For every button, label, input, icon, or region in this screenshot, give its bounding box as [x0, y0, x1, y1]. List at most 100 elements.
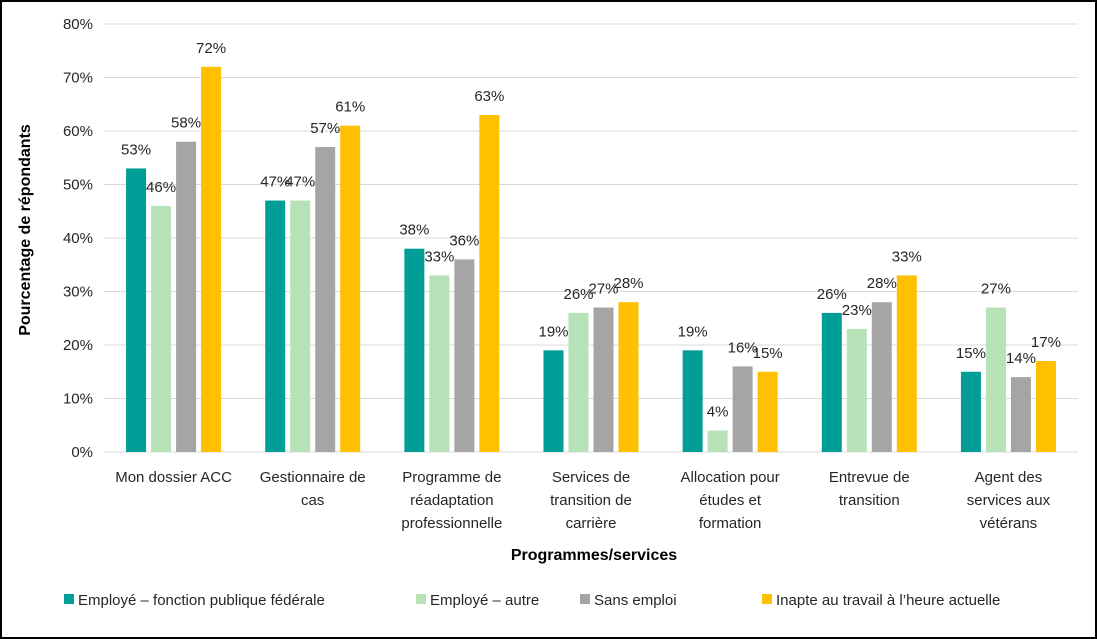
- x-axis-title: Programmes/services: [511, 547, 677, 564]
- legend-item: Employé – fonction publique fédérale: [64, 592, 325, 609]
- y-tick-label: 70%: [63, 70, 93, 87]
- bar: [543, 350, 564, 452]
- y-tick-label: 10%: [63, 391, 93, 408]
- x-tick-label: vétérans: [980, 515, 1038, 532]
- data-label: 17%: [1031, 334, 1061, 351]
- legend-item: Inapte au travail à l’heure actuelle: [762, 592, 1000, 609]
- data-label: 14%: [1006, 350, 1036, 367]
- data-label: 46%: [146, 179, 176, 196]
- bar: [960, 371, 981, 452]
- y-axis-ticks: 0% 10% 20% 30% 40% 50% 60% 70% 80%: [63, 16, 93, 461]
- legend-swatch: [64, 594, 74, 604]
- data-label: 4%: [707, 404, 729, 421]
- bar: [290, 200, 311, 452]
- x-axis-categories: Mon dossier ACC Gestionnaire de cas Program…: [115, 469, 1050, 532]
- data-label: 15%: [956, 345, 986, 362]
- bar: [1035, 361, 1056, 452]
- bar: [568, 312, 589, 452]
- data-label: 19%: [538, 323, 568, 340]
- legend: Employé – fonction publique fédérale Empl…: [64, 592, 1000, 609]
- x-tick-label: Allocation pour: [681, 469, 780, 486]
- bars: [126, 66, 1056, 453]
- data-label: 63%: [474, 88, 504, 105]
- data-label: 36%: [449, 232, 479, 249]
- x-tick-label: cas: [301, 492, 324, 509]
- bar: [757, 371, 778, 452]
- data-label: 23%: [842, 302, 872, 319]
- y-tick-label: 40%: [63, 230, 93, 247]
- bar: [985, 307, 1006, 452]
- data-label: 47%: [260, 174, 290, 191]
- data-label: 26%: [817, 286, 847, 303]
- bar: [821, 312, 842, 452]
- bar: [707, 430, 728, 452]
- bar: [429, 275, 450, 452]
- y-tick-label: 20%: [63, 337, 93, 354]
- data-label: 47%: [285, 174, 315, 191]
- data-label: 28%: [613, 275, 643, 292]
- data-label: 16%: [728, 339, 758, 356]
- data-label: 61%: [335, 99, 365, 116]
- x-tick-label: transition de: [550, 492, 632, 509]
- bar: [896, 275, 917, 452]
- data-labels: 53%46%58%72%47%47%57%61%38%33%36%63%19%2…: [121, 40, 1061, 421]
- legend-label: Inapte au travail à l’heure actuelle: [776, 592, 1000, 609]
- x-tick-label: Agent des: [975, 469, 1043, 486]
- data-label: 27%: [588, 281, 618, 298]
- gridlines: [104, 23, 1078, 453]
- bar: [340, 125, 361, 453]
- data-label: 19%: [678, 323, 708, 340]
- legend-swatch: [580, 594, 590, 604]
- y-tick-label: 80%: [63, 16, 93, 33]
- x-tick-label: formation: [699, 515, 762, 532]
- y-tick-label: 30%: [63, 284, 93, 301]
- bar: [846, 328, 867, 452]
- y-tick-label: 50%: [63, 177, 93, 194]
- bar: [404, 248, 425, 452]
- data-label: 57%: [310, 120, 340, 137]
- legend-label: Employé – autre: [430, 592, 539, 609]
- data-label: 33%: [892, 248, 922, 265]
- legend-swatch: [762, 594, 772, 604]
- x-tick-label: Entrevue de: [829, 469, 910, 486]
- legend-item: Sans emploi: [580, 592, 677, 609]
- legend-swatch: [416, 594, 426, 604]
- bar: [176, 141, 197, 452]
- bar: [454, 259, 475, 452]
- x-tick-label: études et: [699, 492, 762, 509]
- bar: [732, 366, 753, 452]
- x-tick-label: services aux: [967, 492, 1051, 509]
- bar: [1010, 377, 1031, 452]
- y-axis-title: Pourcentage de répondants: [17, 124, 34, 336]
- bar: [593, 307, 614, 452]
- x-tick-label: Programme de: [402, 469, 501, 486]
- x-tick-label: transition: [839, 492, 900, 509]
- bar: [682, 350, 703, 452]
- data-label: 28%: [867, 275, 897, 292]
- data-label: 15%: [753, 345, 783, 362]
- data-label: 33%: [424, 248, 454, 265]
- bar: [618, 302, 639, 452]
- y-tick-label: 0%: [71, 444, 93, 461]
- y-tick-label: 60%: [63, 123, 93, 140]
- legend-label: Employé – fonction publique fédérale: [78, 592, 325, 609]
- x-tick-label: Services de: [552, 469, 630, 486]
- legend-label: Sans emploi: [594, 592, 677, 609]
- bar: [871, 302, 892, 452]
- data-label: 53%: [121, 141, 151, 158]
- bar: [201, 66, 222, 453]
- x-tick-label: réadaptation: [410, 492, 493, 509]
- bar: [265, 200, 286, 452]
- data-label: 72%: [196, 40, 226, 57]
- data-label: 26%: [563, 286, 593, 303]
- data-label: 58%: [171, 115, 201, 132]
- legend-item: Employé – autre: [416, 592, 539, 609]
- data-label: 38%: [399, 222, 429, 239]
- x-tick-label: Gestionnaire de: [260, 469, 366, 486]
- bar: [126, 168, 147, 452]
- bar: [479, 114, 500, 452]
- x-tick-label: Mon dossier ACC: [115, 469, 232, 486]
- bar: [315, 147, 336, 453]
- x-tick-label: professionnelle: [401, 515, 502, 532]
